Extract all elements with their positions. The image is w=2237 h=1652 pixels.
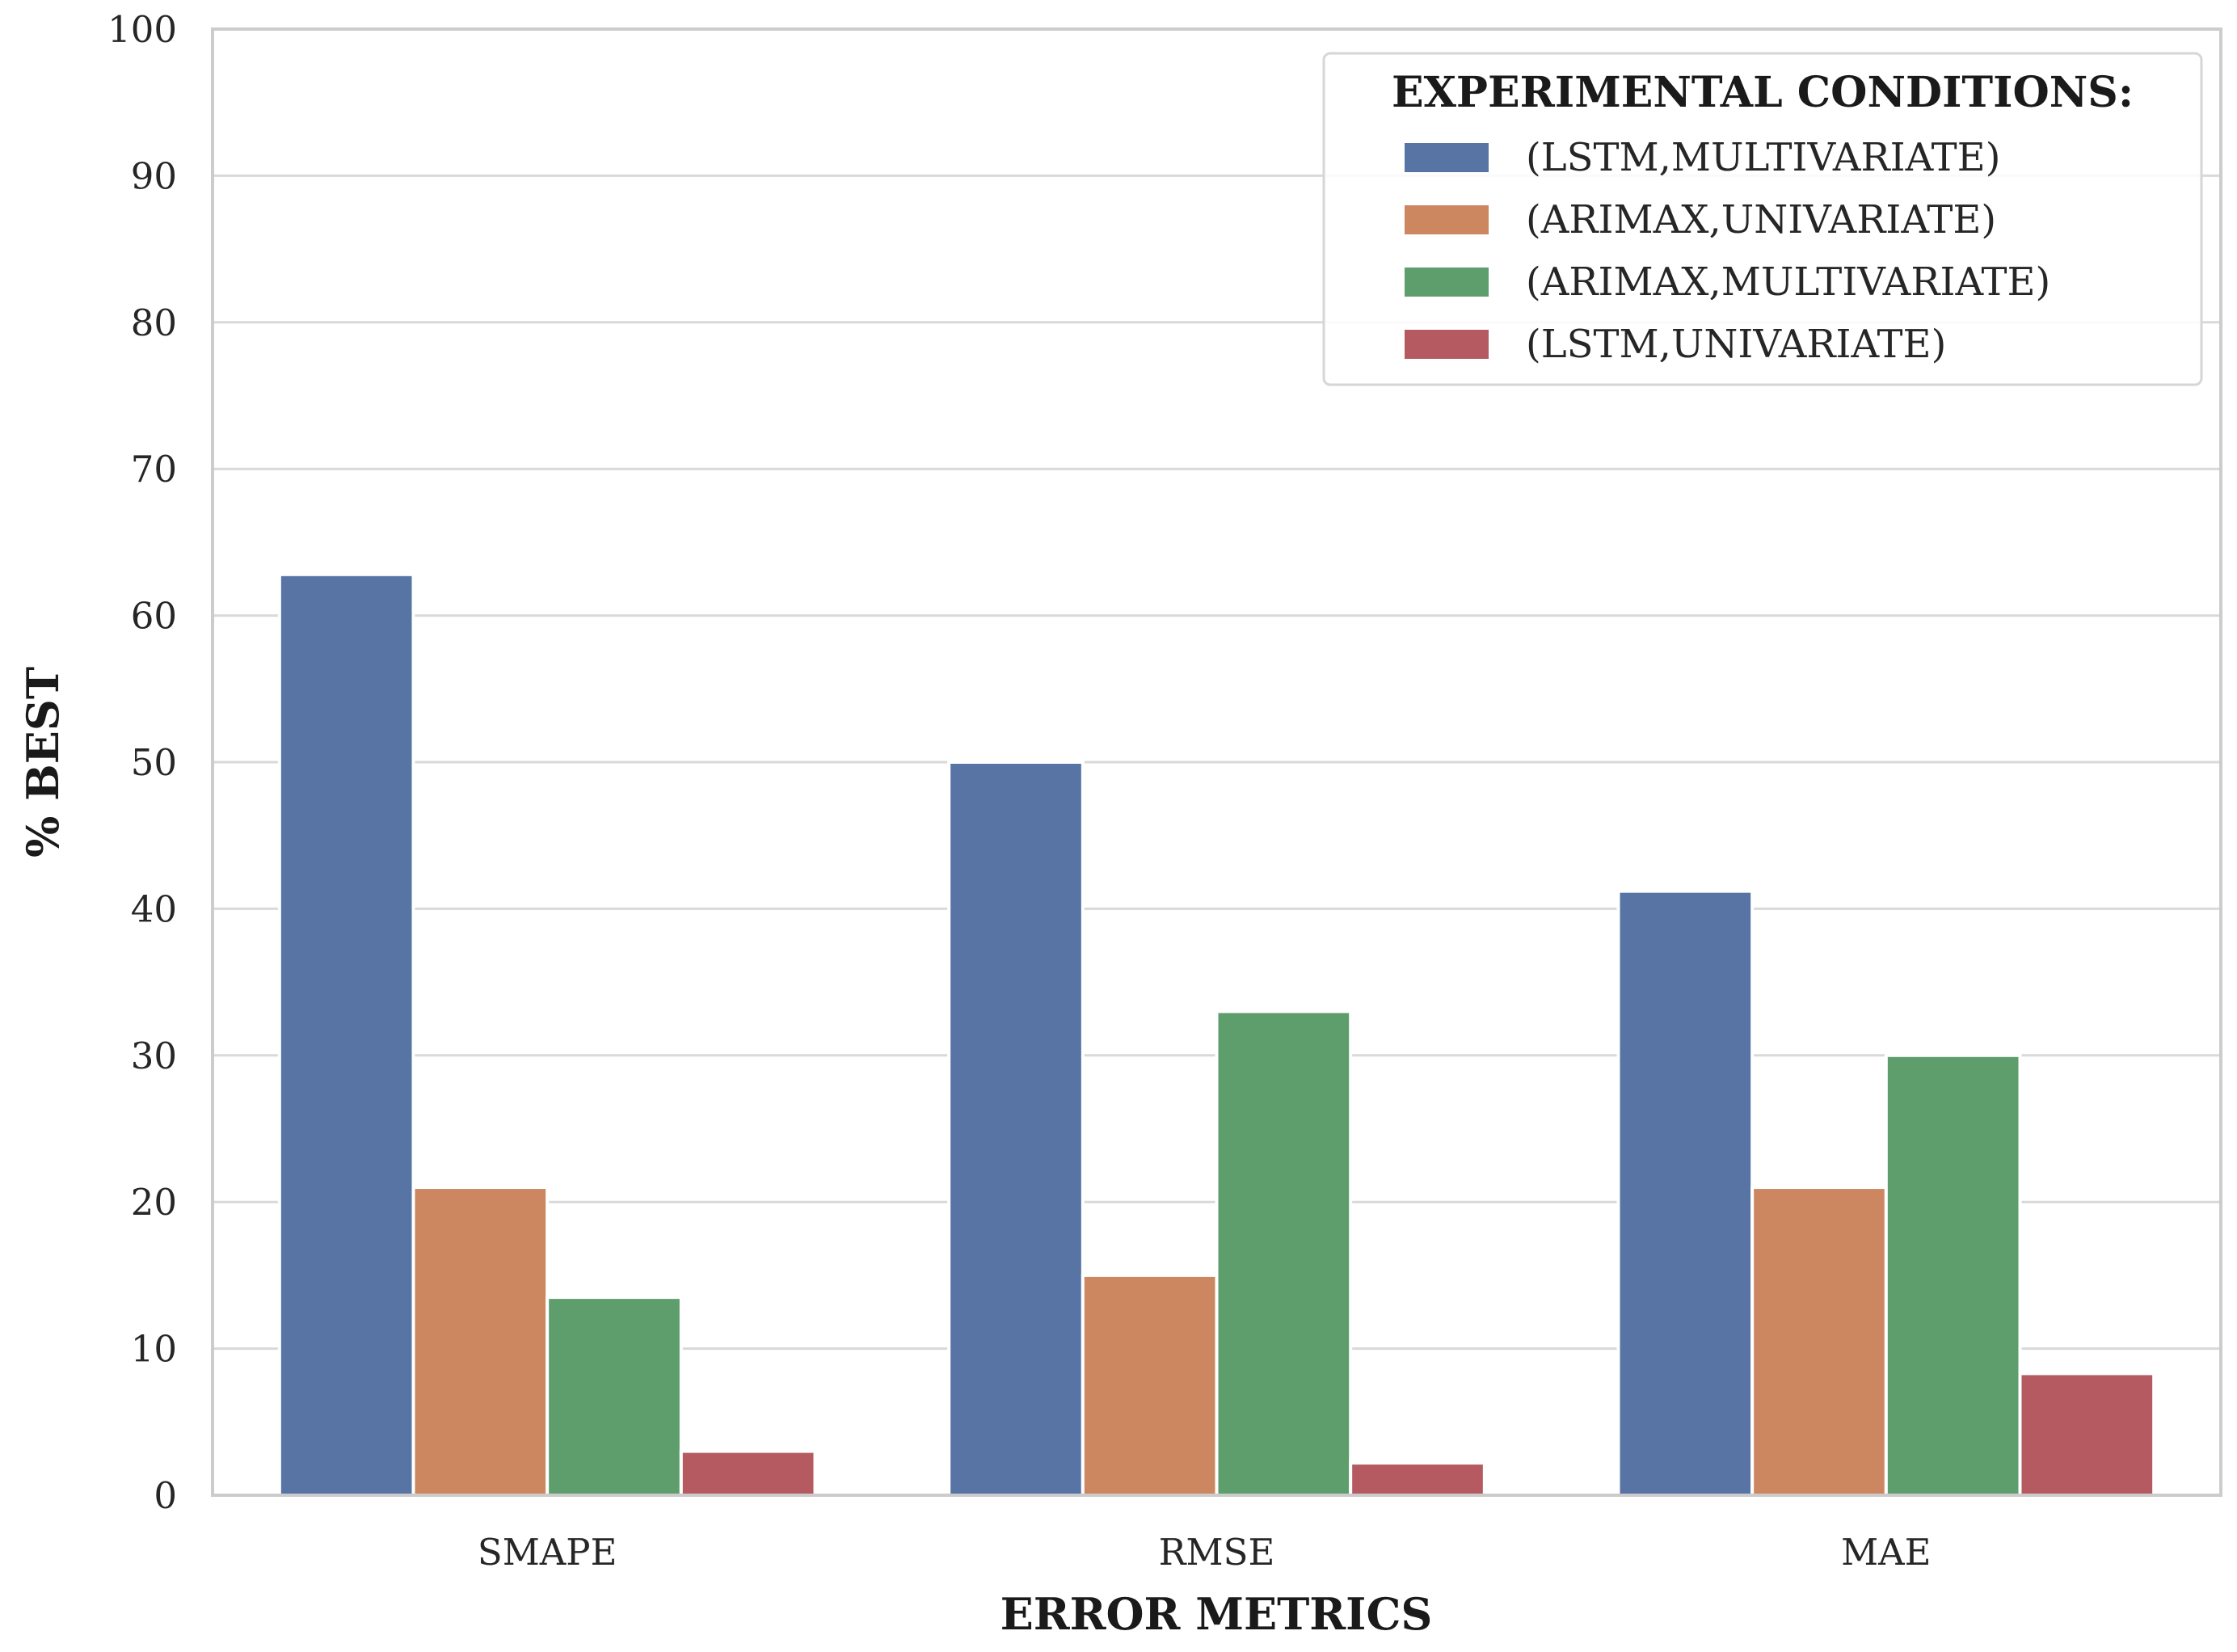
y-axis-ticks: 0 10 20 30 40 50 60 70 80 90 100	[107, 8, 177, 1517]
y-axis-title: % BEST	[17, 667, 69, 858]
legend-swatch-4	[1405, 330, 1489, 359]
x-tick-label-rmse: RMSE	[1159, 1531, 1275, 1574]
x-tick-label-mae: MAE	[1841, 1531, 1931, 1574]
bar-mae-series-2	[1750, 1186, 1888, 1498]
legend-box	[1322, 52, 2203, 386]
plot-frame	[211, 27, 2222, 1497]
y-tick-label: 50	[131, 741, 177, 784]
legend-label-4: (LSTM,UNIVARIATE)	[1526, 322, 1946, 367]
y-tick-label: 10	[131, 1328, 177, 1371]
x-axis-title: ERROR METRICS	[1001, 1588, 1433, 1640]
bar-mae-series-4	[2018, 1372, 2156, 1497]
bar-rmse-series-3	[1215, 1009, 1353, 1497]
legend-items: (LSTM,MULTIVARIATE) (ARIMAX,UNIVARIATE) (A…	[1405, 135, 2050, 367]
x-tick-label-smape: SMAPE	[478, 1531, 617, 1574]
bar-rmse-series-2	[1081, 1273, 1219, 1498]
bars	[277, 572, 2156, 1498]
bar-mae-series-3	[1884, 1053, 2022, 1498]
y-tick-label: 70	[131, 448, 177, 491]
bar-mae-series-1	[1616, 889, 1755, 1497]
legend-swatch-1	[1405, 143, 1489, 172]
legend-label-1: (LSTM,MULTIVARIATE)	[1526, 135, 2000, 180]
y-tick-label: 60	[131, 595, 177, 638]
bar-smape-series-3	[546, 1296, 683, 1497]
y-tick-label: 30	[131, 1035, 177, 1077]
bar-rmse-series-4	[1349, 1461, 1486, 1498]
bar-smape-series-2	[411, 1186, 550, 1498]
y-tick-label: 20	[131, 1181, 177, 1224]
legend-title: EXPERIMENTAL CONDITIONS:	[1392, 68, 2134, 117]
y-tick-label: 0	[154, 1474, 177, 1517]
legend-swatch-2	[1405, 205, 1489, 234]
bar-smape-series-1	[277, 572, 415, 1497]
y-tick-label: 100	[107, 8, 177, 51]
legend-swatch-3	[1405, 268, 1489, 297]
bar-rmse-series-1	[947, 761, 1085, 1497]
legend-label-2: (ARIMAX,UNIVARIATE)	[1526, 197, 1996, 242]
legend: EXPERIMENTAL CONDITIONS: (LSTM,MULTIVARI…	[1322, 52, 2203, 386]
y-tick-label: 90	[131, 154, 177, 197]
y-tick-label: 40	[131, 887, 177, 930]
y-tick-label: 80	[131, 301, 177, 344]
legend-label-3: (ARIMAX,MULTIVARIATE)	[1526, 259, 2050, 305]
bar-smape-series-4	[679, 1449, 817, 1497]
x-axis-ticks: SMAPE RMSE MAE	[478, 1531, 1932, 1574]
